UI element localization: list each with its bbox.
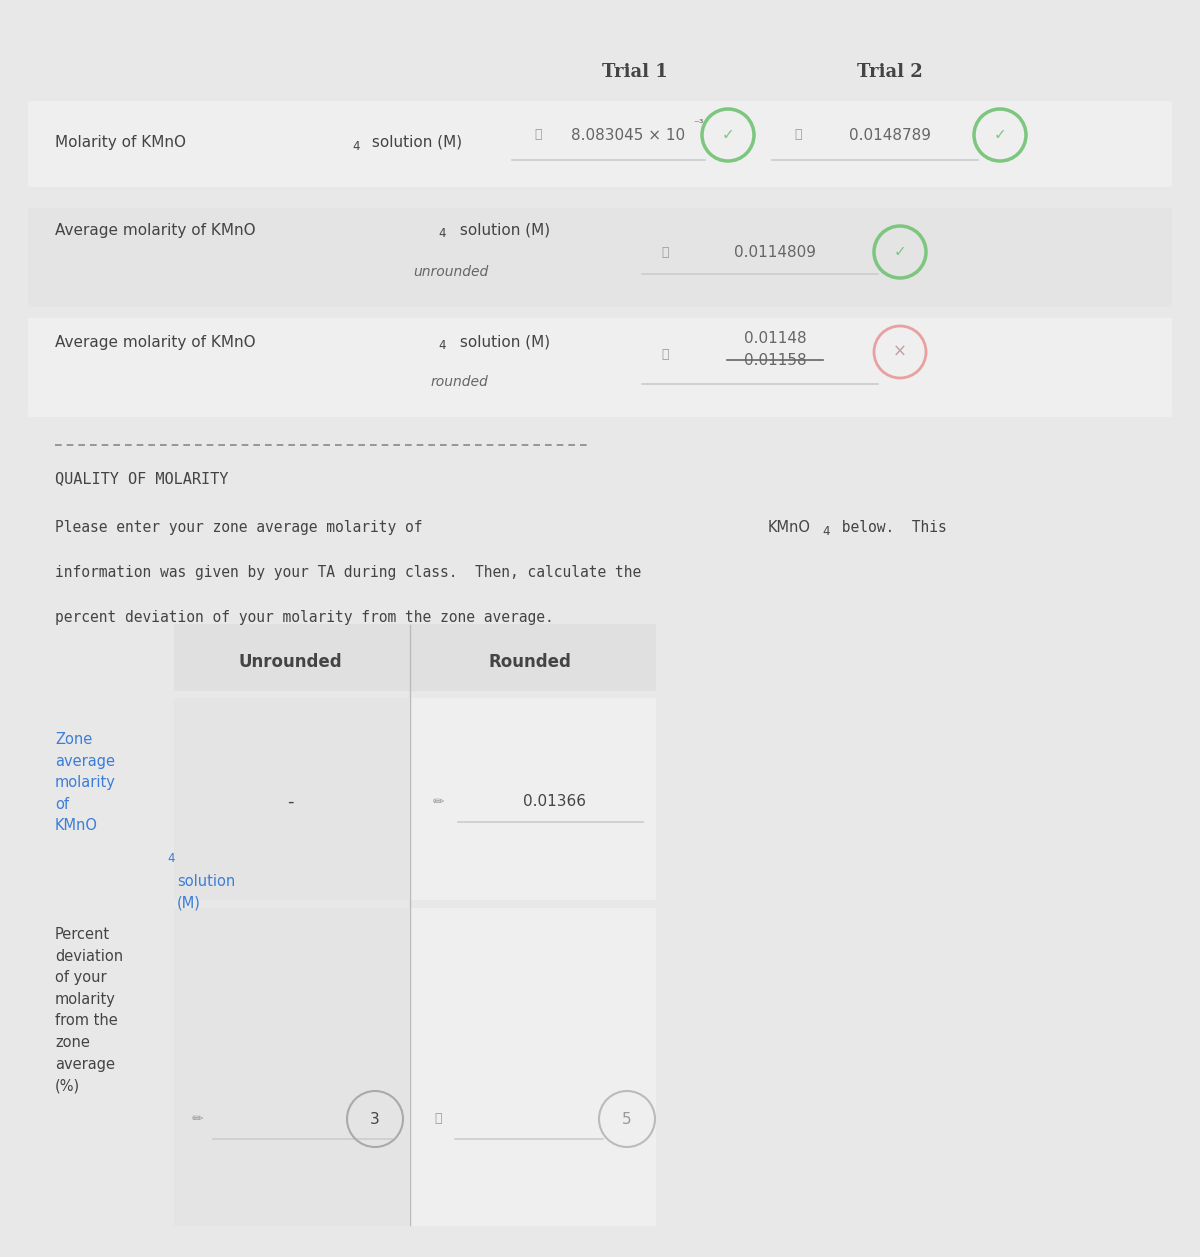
- Text: Unrounded: Unrounded: [238, 652, 342, 671]
- Text: 🔒: 🔒: [794, 128, 802, 142]
- Text: rounded: rounded: [431, 375, 488, 388]
- FancyBboxPatch shape: [28, 101, 1172, 187]
- Text: solution (M): solution (M): [455, 334, 550, 349]
- Text: 3: 3: [370, 1111, 380, 1126]
- Text: information was given by your TA during class.  Then, calculate the: information was given by your TA during …: [55, 564, 641, 579]
- Text: Rounded: Rounded: [488, 652, 571, 671]
- Text: 4: 4: [438, 338, 445, 352]
- Text: ✓: ✓: [721, 127, 734, 142]
- Text: 4: 4: [167, 852, 174, 866]
- Text: -: -: [287, 793, 293, 811]
- Text: QUALITY OF MOLARITY: QUALITY OF MOLARITY: [55, 471, 228, 486]
- FancyBboxPatch shape: [28, 318, 1172, 417]
- Text: ✏: ✏: [432, 794, 444, 810]
- Text: Please enter your zone average molarity of: Please enter your zone average molarity …: [55, 519, 422, 534]
- Text: below.  This: below. This: [833, 519, 947, 534]
- Text: 5: 5: [622, 1111, 632, 1126]
- Text: 🔒: 🔒: [534, 128, 541, 142]
- Text: ✏: ✏: [191, 1112, 203, 1126]
- Text: 0.01148: 0.01148: [744, 331, 806, 346]
- Text: solution (M): solution (M): [455, 222, 550, 238]
- Text: ✓: ✓: [894, 245, 906, 259]
- Text: Average molarity of KMnO: Average molarity of KMnO: [55, 334, 256, 349]
- Text: ✓: ✓: [994, 127, 1007, 142]
- Text: percent deviation of your molarity from the zone average.: percent deviation of your molarity from …: [55, 610, 553, 625]
- Text: 4: 4: [438, 226, 445, 240]
- FancyBboxPatch shape: [174, 623, 656, 691]
- Text: 🔒: 🔒: [434, 1112, 442, 1125]
- Text: 4: 4: [352, 140, 360, 152]
- FancyBboxPatch shape: [174, 908, 410, 1226]
- Text: Percent
deviation
of your
molarity
from the
zone
average
(%): Percent deviation of your molarity from …: [55, 926, 124, 1094]
- Text: 0.0148789: 0.0148789: [850, 127, 931, 142]
- Text: 8.083045 × 10: 8.083045 × 10: [571, 127, 685, 142]
- FancyBboxPatch shape: [409, 698, 656, 900]
- Text: Molarity of KMnO: Molarity of KMnO: [55, 134, 186, 150]
- Text: 🔒: 🔒: [661, 347, 668, 361]
- Text: solution
(M): solution (M): [178, 852, 235, 910]
- FancyBboxPatch shape: [28, 207, 1172, 307]
- Text: ⁻³: ⁻³: [694, 119, 703, 129]
- Text: 0.0114809: 0.0114809: [734, 245, 816, 259]
- Text: solution (M): solution (M): [367, 134, 462, 150]
- Text: Trial 2: Trial 2: [857, 63, 923, 80]
- Text: 0.01366: 0.01366: [523, 794, 587, 810]
- Text: Trial 1: Trial 1: [602, 63, 668, 80]
- Text: Average molarity of KMnO: Average molarity of KMnO: [55, 222, 256, 238]
- Text: 0.01158: 0.01158: [744, 352, 806, 367]
- FancyBboxPatch shape: [174, 698, 410, 900]
- Text: unrounded: unrounded: [413, 265, 488, 279]
- Text: 🔒: 🔒: [661, 245, 668, 259]
- Text: ×: ×: [893, 343, 907, 361]
- Text: 4: 4: [822, 524, 829, 538]
- Text: Zone
average
molarity
of
KMnO: Zone average molarity of KMnO: [55, 732, 116, 833]
- Text: KMnO: KMnO: [768, 519, 811, 534]
- FancyBboxPatch shape: [409, 908, 656, 1226]
